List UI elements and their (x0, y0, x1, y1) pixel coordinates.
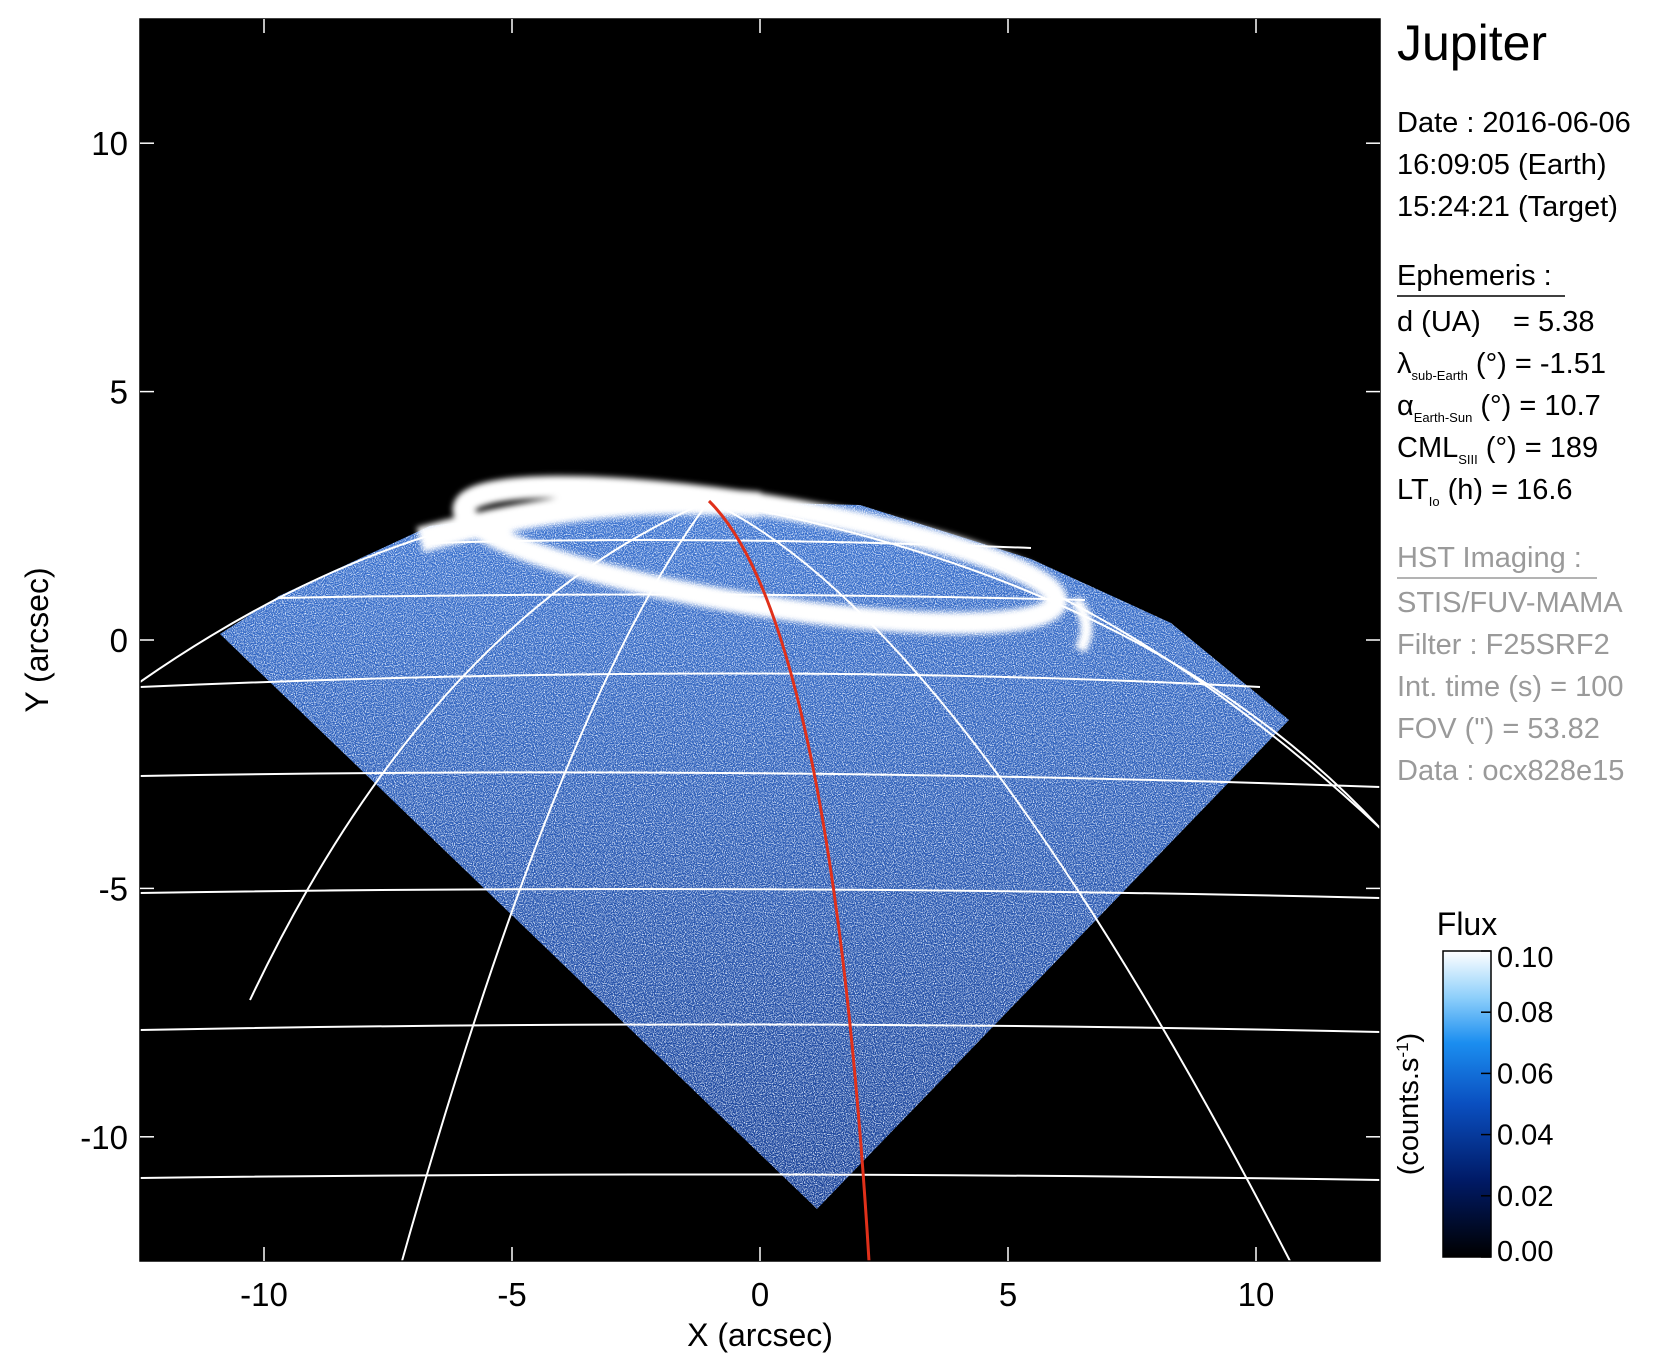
colorbar-tick-label: 0.04 (1497, 1120, 1553, 1152)
row-subscript: Io (1429, 494, 1440, 509)
planet-grid (140, 496, 1380, 1261)
x-tick-label: -10 (240, 1276, 288, 1313)
row-text: (°) = -1.51 (1468, 348, 1606, 380)
y-tick-label: 10 (91, 125, 128, 162)
y-tick-label: 5 (110, 374, 128, 411)
ephemeris-row: λsub-Earth (°) = -1.51 (1397, 348, 1606, 383)
ephemeris-row: d (UA) = 5.38 (1397, 306, 1594, 338)
row-symbol: LT (1397, 474, 1429, 506)
row-text: (°) = 189 (1478, 432, 1598, 464)
row-symbol: α (1397, 390, 1414, 422)
hst-heading: HST Imaging : (1397, 542, 1582, 574)
y-tick-label: -10 (80, 1119, 128, 1156)
colorbar-tick-label: 0.06 (1497, 1058, 1553, 1090)
hst-row: Int. time (s) = 100 (1397, 671, 1623, 703)
row-subscript: sub-Earth (1412, 368, 1468, 383)
colorbar-tick-label: 0.00 (1497, 1236, 1553, 1268)
image-content (140, 475, 1380, 1261)
ephemeris-heading: Ephemeris : (1397, 260, 1552, 292)
label-text: (counts.s (1393, 1058, 1425, 1176)
central-meridian (707, 499, 871, 1261)
hst-row: FOV (") = 53.82 (1397, 713, 1600, 745)
ephemeris-row: CMLSIII (°) = 189 (1397, 432, 1598, 467)
x-axis-label: X (arcsec) (687, 1317, 833, 1353)
row-symbol: CML (1397, 432, 1458, 464)
date-line: Date : 2016-06-06 (1397, 107, 1631, 139)
hst-row: Data : ocx828e15 (1397, 755, 1624, 787)
colorbar-tick-label: 0.10 (1497, 942, 1553, 974)
colorbar-label: (counts.s-1) (1393, 1033, 1425, 1175)
y-axis-label: Y (arcsec) (19, 567, 55, 712)
colorbar-tick-label: 0.02 (1497, 1181, 1553, 1213)
y-tick-label: 0 (110, 622, 128, 659)
label-superscript: -1 (1393, 1042, 1412, 1057)
date-line: 16:09:05 (Earth) (1397, 149, 1607, 181)
x-tick-label: 5 (999, 1276, 1017, 1313)
hst-row: STIS/FUV-MAMA (1397, 587, 1623, 619)
row-text: (h) = 16.6 (1440, 474, 1573, 506)
row-symbol: λ (1397, 348, 1412, 380)
row-text: (°) = 10.7 (1472, 390, 1600, 422)
y-tick-label: -5 (99, 870, 128, 907)
ephemeris-row: LTIo (h) = 16.6 (1397, 474, 1573, 509)
hst-row: Filter : F25SRF2 (1397, 629, 1610, 661)
colorbar-tick-label: 0.08 (1497, 997, 1553, 1029)
colorbar (1442, 950, 1492, 1258)
row-subscript: SIII (1458, 452, 1478, 467)
date-line: 15:24:21 (Target) (1397, 191, 1618, 223)
ephemeris-row: αEarth-Sun (°) = 10.7 (1397, 390, 1601, 425)
row-subscript: Earth-Sun (1414, 410, 1473, 425)
colorbar-title: Flux (1437, 906, 1497, 942)
info-title: Jupiter (1397, 15, 1547, 71)
x-tick-label: 0 (751, 1276, 769, 1313)
label-suffix: ) (1393, 1033, 1425, 1043)
x-tick-label: -5 (497, 1276, 526, 1313)
info-panel: Date : 2016-06-06 16:09:05 (Earth) 15:24:2… (1397, 107, 1631, 787)
row-text: d (UA) = 5.38 (1397, 306, 1594, 338)
x-tick-label: 10 (1238, 1276, 1275, 1313)
